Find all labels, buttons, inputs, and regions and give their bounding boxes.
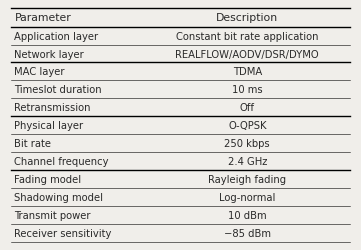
Text: 2.4 GHz: 2.4 GHz <box>227 156 267 166</box>
Text: Application layer: Application layer <box>14 32 99 42</box>
Text: REALFLOW/AODV/DSR/DYMO: REALFLOW/AODV/DSR/DYMO <box>175 49 319 59</box>
Text: Shadowing model: Shadowing model <box>14 192 104 202</box>
Text: −85 dBm: −85 dBm <box>224 228 271 238</box>
Text: Constant bit rate application: Constant bit rate application <box>176 32 318 42</box>
Text: Log-normal: Log-normal <box>219 192 275 202</box>
Text: Physical layer: Physical layer <box>14 121 83 131</box>
Text: Network layer: Network layer <box>14 49 84 59</box>
Text: 10 ms: 10 ms <box>232 85 262 95</box>
Text: Transmit power: Transmit power <box>14 210 91 220</box>
Text: Channel frequency: Channel frequency <box>14 156 109 166</box>
Text: Timeslot duration: Timeslot duration <box>14 85 102 95</box>
Text: Retransmission: Retransmission <box>14 103 91 113</box>
Text: Bit rate: Bit rate <box>14 138 51 148</box>
Text: 10 dBm: 10 dBm <box>228 210 266 220</box>
Text: O-QPSK: O-QPSK <box>228 121 266 131</box>
Text: MAC layer: MAC layer <box>14 67 65 77</box>
Text: Parameter: Parameter <box>14 13 71 23</box>
Text: Fading model: Fading model <box>14 174 82 184</box>
Text: 250 kbps: 250 kbps <box>225 138 270 148</box>
Text: Receiver sensitivity: Receiver sensitivity <box>14 228 112 238</box>
Text: Description: Description <box>216 13 278 23</box>
Text: Rayleigh fading: Rayleigh fading <box>208 174 286 184</box>
Text: TDMA: TDMA <box>232 67 262 77</box>
Text: Off: Off <box>240 103 255 113</box>
